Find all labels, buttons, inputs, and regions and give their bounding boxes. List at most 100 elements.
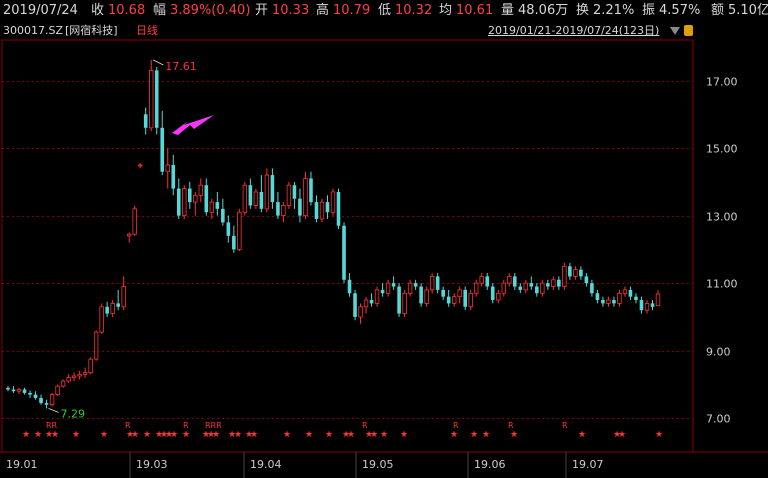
date-range[interactable]: 2019/01/21-2019/07/24(123日) bbox=[488, 24, 660, 37]
period-label[interactable]: 日线 bbox=[136, 24, 158, 37]
candle-body bbox=[110, 303, 115, 314]
range-dropdown-icon[interactable] bbox=[670, 27, 680, 35]
candle bbox=[248, 178, 253, 209]
candle bbox=[529, 276, 534, 290]
candle-body bbox=[451, 296, 457, 304]
candle-body bbox=[622, 289, 628, 294]
candle-body bbox=[413, 283, 418, 287]
candle-body bbox=[474, 282, 479, 294]
candle bbox=[557, 276, 561, 290]
candle-body bbox=[232, 235, 236, 250]
signal-star: ★ bbox=[470, 430, 478, 440]
candle-body bbox=[435, 276, 440, 290]
candle bbox=[39, 394, 43, 405]
candle-body bbox=[160, 127, 165, 172]
candle bbox=[330, 188, 336, 216]
high-pointer bbox=[153, 59, 164, 66]
candle-body bbox=[457, 289, 462, 298]
candle-body bbox=[88, 358, 93, 374]
candle-body bbox=[11, 389, 16, 392]
y-tick-label: 17.00 bbox=[706, 76, 738, 89]
x-tick-label: 19.04 bbox=[250, 458, 282, 471]
candle bbox=[44, 399, 49, 409]
candle-body bbox=[215, 202, 220, 209]
candle-body bbox=[22, 389, 27, 393]
candle bbox=[369, 293, 374, 307]
signal-star: ★ bbox=[51, 430, 59, 440]
candle-body bbox=[601, 300, 605, 304]
candle bbox=[353, 289, 357, 321]
candle bbox=[535, 283, 539, 297]
low-pointer bbox=[48, 408, 59, 413]
candle bbox=[160, 110, 165, 176]
candle bbox=[595, 289, 600, 304]
candle-body bbox=[579, 269, 583, 277]
candle bbox=[342, 222, 346, 284]
candle-body bbox=[639, 300, 644, 311]
y-tick-label: 7.00 bbox=[706, 413, 731, 426]
candle-body bbox=[187, 188, 192, 203]
signal-star: ★ bbox=[245, 430, 253, 440]
candle-body bbox=[39, 397, 43, 404]
candle-body bbox=[138, 164, 143, 167]
candle-body bbox=[501, 282, 506, 294]
quote-date: 2019/07/24 bbox=[3, 3, 78, 18]
candle bbox=[226, 215, 231, 243]
chart-subheader: 300017.SZ [网宿科技] 日线 2019/01/21-2019/07/2… bbox=[0, 22, 768, 40]
candle-body bbox=[237, 211, 242, 250]
signal-r-marker: RRR bbox=[205, 421, 222, 430]
candle bbox=[314, 195, 319, 223]
candle-body bbox=[468, 292, 473, 308]
signal-star: ★ bbox=[510, 430, 518, 440]
candle bbox=[281, 202, 286, 223]
quote-header: 2019/07/24 收 10.68 幅 3.89%(0.40) 开 10.33… bbox=[0, 0, 768, 22]
candle-body bbox=[99, 306, 104, 333]
avg-value: 10.61 bbox=[456, 3, 494, 18]
candle-body bbox=[286, 184, 292, 206]
candle-body bbox=[407, 282, 413, 294]
candle-body bbox=[540, 282, 545, 294]
signal-star: ★ bbox=[126, 430, 134, 440]
candle-body bbox=[248, 185, 253, 206]
x-tick-label: 19.03 bbox=[136, 458, 168, 471]
candle-body bbox=[374, 289, 380, 304]
candle bbox=[363, 296, 369, 314]
candle bbox=[77, 370, 82, 380]
signal-star: ★ bbox=[131, 430, 139, 440]
candle-body bbox=[77, 373, 82, 377]
candle-body bbox=[193, 194, 198, 203]
candle bbox=[601, 296, 605, 307]
change-label: 幅 bbox=[153, 3, 167, 18]
candle bbox=[309, 171, 313, 206]
candle-body bbox=[512, 276, 517, 287]
stock-name[interactable]: [网宿科技] bbox=[65, 24, 118, 37]
candle bbox=[441, 286, 445, 301]
pointer-arrow bbox=[172, 115, 214, 135]
low-label: 低 bbox=[378, 3, 392, 18]
candle bbox=[187, 181, 192, 209]
lock-icon[interactable] bbox=[684, 25, 693, 36]
candle-body bbox=[595, 293, 600, 301]
candle-body bbox=[325, 202, 330, 213]
candle bbox=[60, 379, 66, 388]
amplitude-label: 振 bbox=[642, 3, 656, 18]
candle bbox=[374, 286, 380, 307]
candle-body bbox=[496, 292, 501, 301]
candle-body bbox=[209, 201, 215, 213]
signal-star: ★ bbox=[72, 430, 80, 440]
candle bbox=[446, 289, 451, 307]
candle bbox=[518, 283, 523, 294]
signal-star: ★ bbox=[22, 430, 30, 440]
candle-body bbox=[397, 286, 401, 314]
candle bbox=[82, 367, 88, 378]
candle bbox=[138, 163, 143, 169]
candle-body bbox=[568, 266, 572, 277]
signal-star: ★ bbox=[165, 430, 173, 440]
signal-star: ★ bbox=[250, 430, 258, 440]
low-value: 10.32 bbox=[395, 3, 433, 18]
candle-body bbox=[363, 299, 369, 308]
signal-r-marker: R bbox=[453, 421, 459, 430]
candle-body bbox=[298, 198, 302, 216]
candle bbox=[655, 290, 661, 307]
candle-body bbox=[584, 276, 589, 284]
